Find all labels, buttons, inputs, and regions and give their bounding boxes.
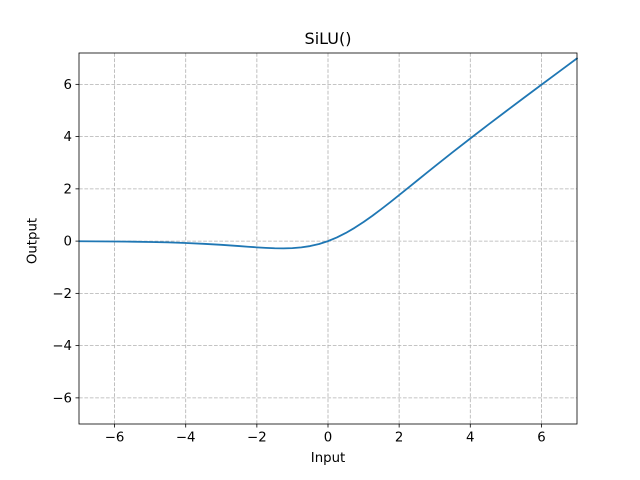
chart-title: SiLU()	[304, 29, 352, 48]
x-tick-label: −2	[247, 431, 267, 446]
y-tick-label: −4	[52, 339, 72, 354]
y-tick-label: 0	[64, 235, 72, 250]
x-tick-label: 4	[466, 431, 474, 446]
x-axis-label: Input	[310, 451, 346, 466]
x-tick-label: −6	[105, 431, 125, 446]
silu-curve	[78, 57, 578, 250]
y-axis-label: Output	[25, 217, 41, 265]
y-tick-label: 4	[64, 130, 72, 145]
y-tick-label: 6	[64, 78, 72, 93]
x-tick-label: −4	[176, 431, 196, 446]
axes-frame	[78, 52, 578, 425]
y-tick-label: −2	[52, 287, 72, 302]
x-tick-label: 2	[395, 431, 403, 446]
y-tick-label: 2	[64, 182, 72, 197]
y-tick-label: −6	[52, 391, 72, 406]
x-tick-label: 0	[324, 431, 332, 446]
x-tick-label: 6	[537, 431, 545, 446]
